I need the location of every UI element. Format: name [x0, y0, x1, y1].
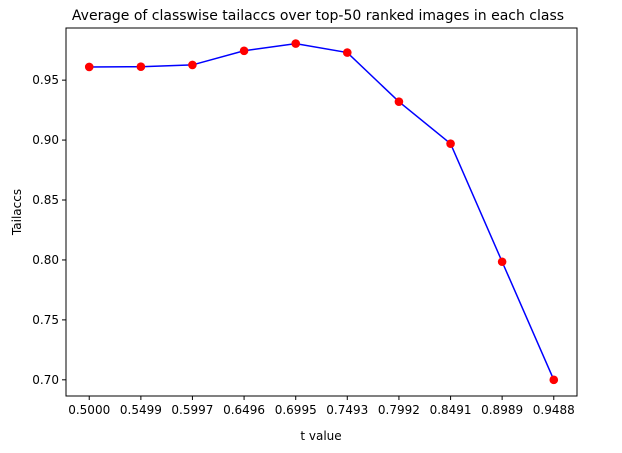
- x-tick-label: 0.5000: [68, 403, 110, 417]
- data-point: [291, 39, 301, 48]
- y-tick-label: 0.85: [32, 193, 59, 207]
- y-tick-label: 0.70: [32, 373, 59, 387]
- data-point: [342, 48, 352, 57]
- y-tick-label: 0.80: [32, 253, 59, 267]
- data-point: [497, 257, 507, 267]
- x-tick-label: 0.8989: [481, 403, 523, 417]
- data-point: [239, 46, 249, 56]
- y-tick-label: 0.95: [32, 73, 59, 87]
- data-point: [84, 62, 94, 72]
- y-tick-label: 0.90: [32, 133, 59, 147]
- data-point: [136, 62, 146, 72]
- x-tick-label: 0.5997: [171, 403, 213, 417]
- data-point: [394, 97, 404, 107]
- x-tick-label: 0.9488: [533, 403, 575, 417]
- x-tick-label: 0.5499: [120, 403, 162, 417]
- axes-frame: [65, 27, 578, 397]
- x-tick-label: 0.7493: [326, 403, 368, 417]
- data-point: [446, 139, 455, 148]
- x-tick-label: 0.6995: [275, 403, 317, 417]
- series-line: [89, 42, 555, 381]
- plot-area: 0.5000 0.5499 0.5997 0.6496 0.6995 0.7493 0.79…: [32, 39, 575, 417]
- chart-title: Average of classwise tailaccs over top-5…: [72, 8, 564, 24]
- x-tick-label: 0.7992: [378, 403, 420, 417]
- y-axis-label: Tailaccs: [10, 189, 24, 236]
- data-point: [549, 375, 559, 385]
- x-tick-label: 0.6496: [223, 403, 265, 417]
- x-tick-label: 0.8491: [430, 403, 472, 417]
- data-point: [188, 60, 197, 70]
- y-tick-label: 0.75: [32, 313, 59, 327]
- x-axis-label: t value: [300, 429, 341, 443]
